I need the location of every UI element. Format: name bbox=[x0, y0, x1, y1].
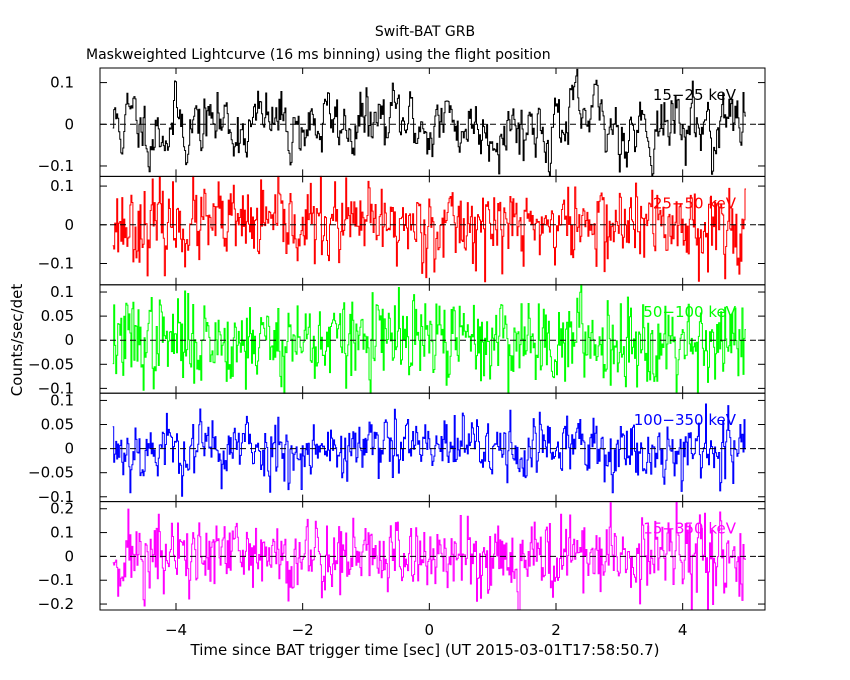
band-label: 25−50 keV bbox=[653, 194, 737, 212]
panel-5: 15−350 keV −0.2 −0.1 0 0.1 0.2 bbox=[38, 500, 766, 613]
y-tick-label: 0.05 bbox=[41, 307, 74, 325]
chart-title: Swift-BAT GRB bbox=[375, 24, 475, 40]
lightcurve-series bbox=[112, 284, 746, 394]
y-tick-label: 0.1 bbox=[50, 74, 74, 92]
panel-2: 25−50 keV −0.1 0 0.1 bbox=[38, 175, 766, 286]
y-tick-label: 0 bbox=[64, 547, 74, 565]
y-tick-label: −0.1 bbox=[38, 379, 74, 397]
panels-group: 15−25 keV−0.100.125−50 keV−0.100.150−100… bbox=[28, 67, 766, 639]
y-tick-label: 0.1 bbox=[50, 283, 74, 301]
panel-4: 100−350 keV −0.1 −0.05 0 0.05 0.1 bbox=[28, 391, 766, 506]
chart-subtitle: Maskweighted Lightcurve (16 ms binning) … bbox=[86, 47, 551, 63]
y-tick-label: −0.1 bbox=[38, 571, 74, 589]
panel-frame bbox=[99, 501, 766, 611]
y-tick-label: −0.05 bbox=[28, 355, 74, 373]
x-tick-label: 4 bbox=[678, 621, 688, 639]
y-tick-label: 0.05 bbox=[41, 416, 74, 434]
y-tick-label: 0 bbox=[64, 331, 74, 349]
y-tick-label: 0.1 bbox=[50, 524, 74, 542]
x-tick-label: 0 bbox=[425, 621, 435, 639]
y-tick-label: −0.1 bbox=[38, 488, 74, 506]
band-label: 100−350 keV bbox=[634, 411, 737, 429]
panel-3: 50−100 keV −0.1 −0.05 0 0.05 0.1 bbox=[28, 283, 766, 397]
y-tick-label: 0 bbox=[64, 216, 74, 234]
y-tick-label: 0.2 bbox=[50, 500, 74, 518]
y-tick-label: −0.05 bbox=[28, 464, 74, 482]
y-tick-label: 0 bbox=[64, 440, 74, 458]
lightcurve-series bbox=[112, 68, 746, 177]
y-tick-label: 0 bbox=[64, 115, 74, 133]
band-label: 15−350 keV bbox=[643, 520, 736, 538]
x-tick-label: −4 bbox=[165, 621, 187, 639]
x-tick-label: 2 bbox=[551, 621, 561, 639]
y-tick-label: −0.1 bbox=[38, 255, 74, 273]
y-axis-label: Counts/sec/det bbox=[8, 284, 26, 397]
y-tick-label: 0.1 bbox=[50, 177, 74, 195]
lightcurve-series bbox=[112, 403, 746, 497]
x-tick-label: −2 bbox=[292, 621, 314, 639]
lightcurve-series bbox=[112, 175, 746, 283]
band-label: 50−100 keV bbox=[643, 303, 736, 321]
y-tick-label: −0.2 bbox=[38, 595, 74, 613]
lightcurve-series bbox=[112, 501, 746, 611]
y-tick-label: 0.1 bbox=[50, 391, 74, 409]
x-axis-label: Time since BAT trigger time [sec] (UT 20… bbox=[190, 641, 660, 659]
y-tick-label: −0.1 bbox=[38, 157, 74, 175]
panel-1: 15−25 keV −0.1 0 0.1 bbox=[38, 67, 766, 177]
panel-frame bbox=[99, 284, 766, 394]
band-label: 15−25 keV bbox=[653, 86, 737, 104]
